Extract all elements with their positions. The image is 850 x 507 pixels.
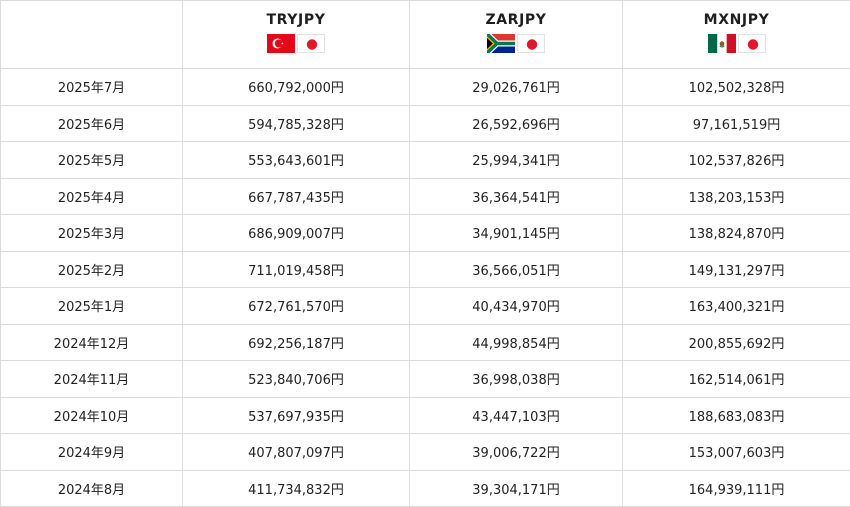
amount-cell: 153,007,603円 (623, 434, 850, 471)
amount-cell: 537,697,935円 (183, 397, 410, 434)
month-cell: 2024年9月 (1, 434, 183, 471)
amount-cell: 97,161,519円 (623, 105, 850, 142)
pair-label: TRYJPY (183, 12, 409, 28)
amount-cell: 39,006,722円 (410, 434, 623, 471)
month-cell: 2025年5月 (1, 142, 183, 179)
month-cell: 2025年3月 (1, 215, 183, 252)
amount-cell: 102,537,826円 (623, 142, 850, 179)
flag-group (708, 34, 766, 53)
amount-cell: 44,998,854円 (410, 324, 623, 361)
amount-cell: 523,840,706円 (183, 361, 410, 398)
amount-cell: 29,026,761円 (410, 69, 623, 106)
pair-label: MXNJPY (623, 12, 850, 28)
month-cell: 2025年2月 (1, 251, 183, 288)
japan-flag-icon (297, 34, 325, 53)
amount-cell: 692,256,187円 (183, 324, 410, 361)
amount-cell: 25,994,341円 (410, 142, 623, 179)
month-cell: 2024年11月 (1, 361, 183, 398)
turkey-flag-icon (267, 34, 295, 53)
south-africa-flag-icon (487, 34, 515, 53)
amount-cell: 164,939,111円 (623, 470, 850, 507)
amount-cell: 36,566,051円 (410, 251, 623, 288)
month-cell: 2025年6月 (1, 105, 183, 142)
month-cell: 2025年1月 (1, 288, 183, 325)
column-header-tryjpy: TRYJPY (183, 1, 410, 69)
mexico-flag-icon (708, 34, 736, 53)
amount-cell: 39,304,171円 (410, 470, 623, 507)
amount-cell: 711,019,458円 (183, 251, 410, 288)
amount-cell: 138,824,870円 (623, 215, 850, 252)
month-cell: 2024年10月 (1, 397, 183, 434)
amount-cell: 26,592,696円 (410, 105, 623, 142)
month-cell: 2025年7月 (1, 69, 183, 106)
amount-cell: 36,364,541円 (410, 178, 623, 215)
amount-cell: 34,901,145円 (410, 215, 623, 252)
month-cell: 2024年12月 (1, 324, 183, 361)
amount-cell: 407,807,097円 (183, 434, 410, 471)
month-cell: 2025年4月 (1, 178, 183, 215)
amount-cell: 40,434,970円 (410, 288, 623, 325)
amount-cell: 149,131,297円 (623, 251, 850, 288)
amount-cell: 188,683,083円 (623, 397, 850, 434)
amount-cell: 686,909,007円 (183, 215, 410, 252)
flag-group (267, 34, 325, 53)
pair-label: ZARJPY (410, 12, 622, 28)
amount-cell: 163,400,321円 (623, 288, 850, 325)
month-cell: 2024年8月 (1, 470, 183, 507)
column-header-mxnjpy: MXNJPY (623, 1, 850, 69)
amount-cell: 36,998,038円 (410, 361, 623, 398)
amount-cell: 411,734,832円 (183, 470, 410, 507)
corner-cell (1, 1, 183, 69)
amount-cell: 162,514,061円 (623, 361, 850, 398)
japan-flag-icon (738, 34, 766, 53)
amount-cell: 553,643,601円 (183, 142, 410, 179)
amount-cell: 594,785,328円 (183, 105, 410, 142)
amount-cell: 667,787,435円 (183, 178, 410, 215)
amount-cell: 660,792,000円 (183, 69, 410, 106)
amount-cell: 200,855,692円 (623, 324, 850, 361)
column-header-zarjpy: ZARJPY (410, 1, 623, 69)
header-row: TRYJPY (1, 1, 850, 69)
amount-cell: 102,502,328円 (623, 69, 850, 106)
flag-group (487, 34, 545, 53)
japan-flag-icon (517, 34, 545, 53)
amount-cell: 138,203,153円 (623, 178, 850, 215)
amount-cell: 672,761,570円 (183, 288, 410, 325)
amount-cell: 43,447,103円 (410, 397, 623, 434)
